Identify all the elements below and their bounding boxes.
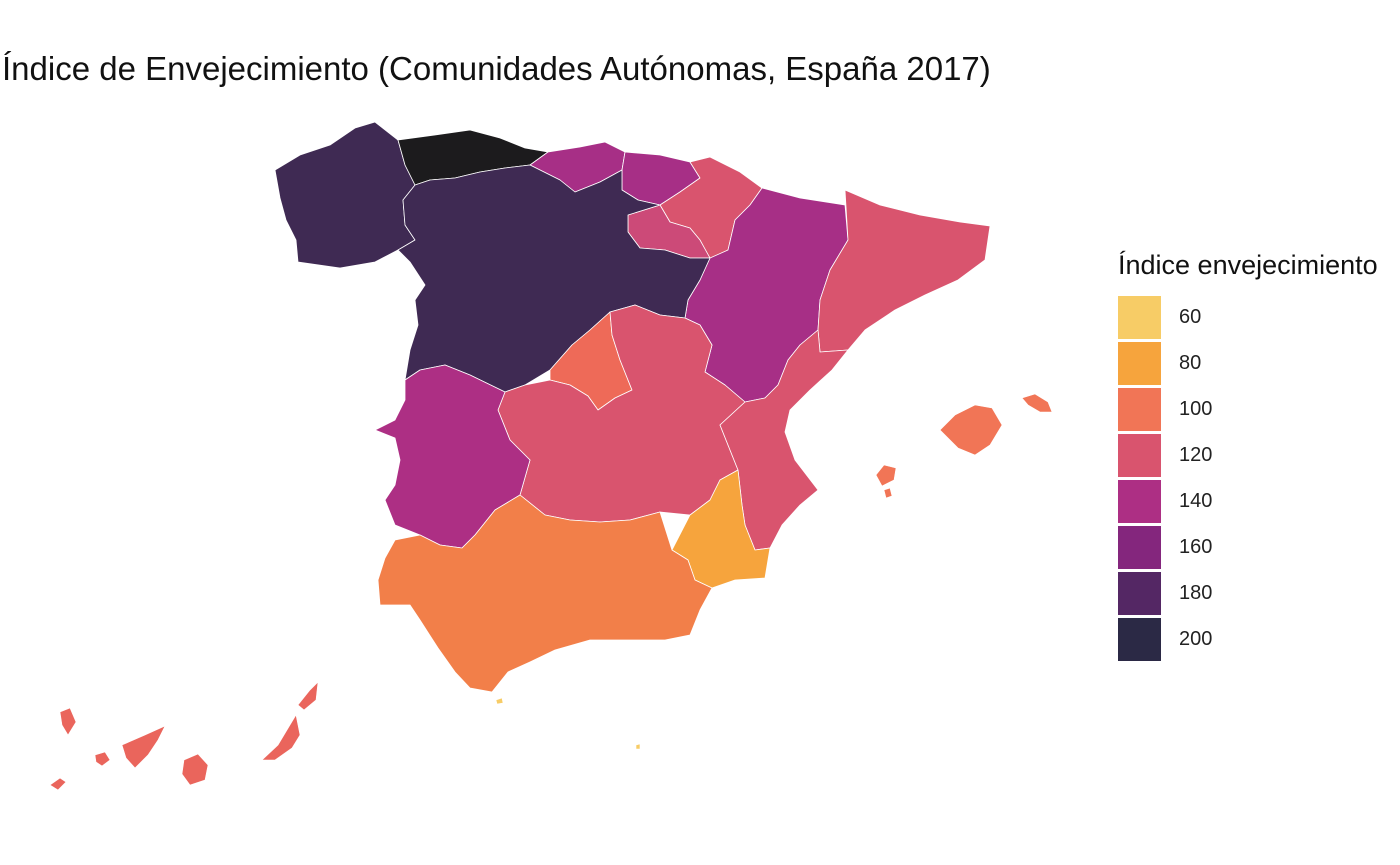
region-melilla[interactable]: Melilla — [635, 743, 641, 750]
region-canarias[interactable]: Canarias — [49, 681, 319, 791]
legend-item: 180 — [1118, 570, 1378, 616]
region-galicia[interactable]: Galicia — [274, 121, 416, 269]
region-baleares[interactable]: Islas Baleares — [875, 393, 1053, 499]
region-ceuta[interactable]: Ceuta — [495, 697, 504, 705]
region-cataluna[interactable]: Cataluña — [817, 189, 991, 353]
legend-swatch — [1118, 295, 1161, 339]
map-title: Índice de Envejecimiento (Comunidades Au… — [2, 50, 991, 87]
legend-label: 80 — [1179, 351, 1202, 374]
spain-map: Galicia Asturias Cantabria País Vasco Na… — [49, 121, 1053, 791]
legend-item: 140 — [1118, 478, 1378, 524]
legend-swatch — [1118, 617, 1161, 661]
legend-label: 140 — [1179, 489, 1213, 512]
legend-item: 100 — [1118, 386, 1378, 432]
legend-items: 60 80 100 120 140 160 180 200 — [1118, 294, 1378, 662]
legend-item: 160 — [1118, 524, 1378, 570]
legend-label: 200 — [1179, 627, 1213, 650]
legend-label: 100 — [1179, 397, 1213, 420]
legend-swatch — [1118, 479, 1161, 523]
legend-swatch — [1118, 341, 1161, 385]
legend-title: Índice envejecimiento — [1118, 250, 1378, 280]
legend-item: 60 — [1118, 294, 1378, 340]
legend-label: 180 — [1179, 581, 1213, 604]
legend-label: 60 — [1179, 305, 1202, 328]
map-legend: Índice envejecimiento 60 80 100 120 140 … — [1118, 250, 1378, 662]
legend-swatch — [1118, 387, 1161, 431]
legend-item: 120 — [1118, 432, 1378, 478]
legend-swatch — [1118, 525, 1161, 569]
legend-label: 120 — [1179, 443, 1213, 466]
region-valenciana[interactable]: Comunidad Valenciana — [719, 329, 849, 551]
legend-item: 200 — [1118, 616, 1378, 662]
legend-swatch — [1118, 433, 1161, 477]
legend-label: 160 — [1179, 535, 1213, 558]
legend-item: 80 — [1118, 340, 1378, 386]
legend-swatch — [1118, 571, 1161, 615]
region-andalucia[interactable]: Andalucía — [377, 494, 713, 693]
